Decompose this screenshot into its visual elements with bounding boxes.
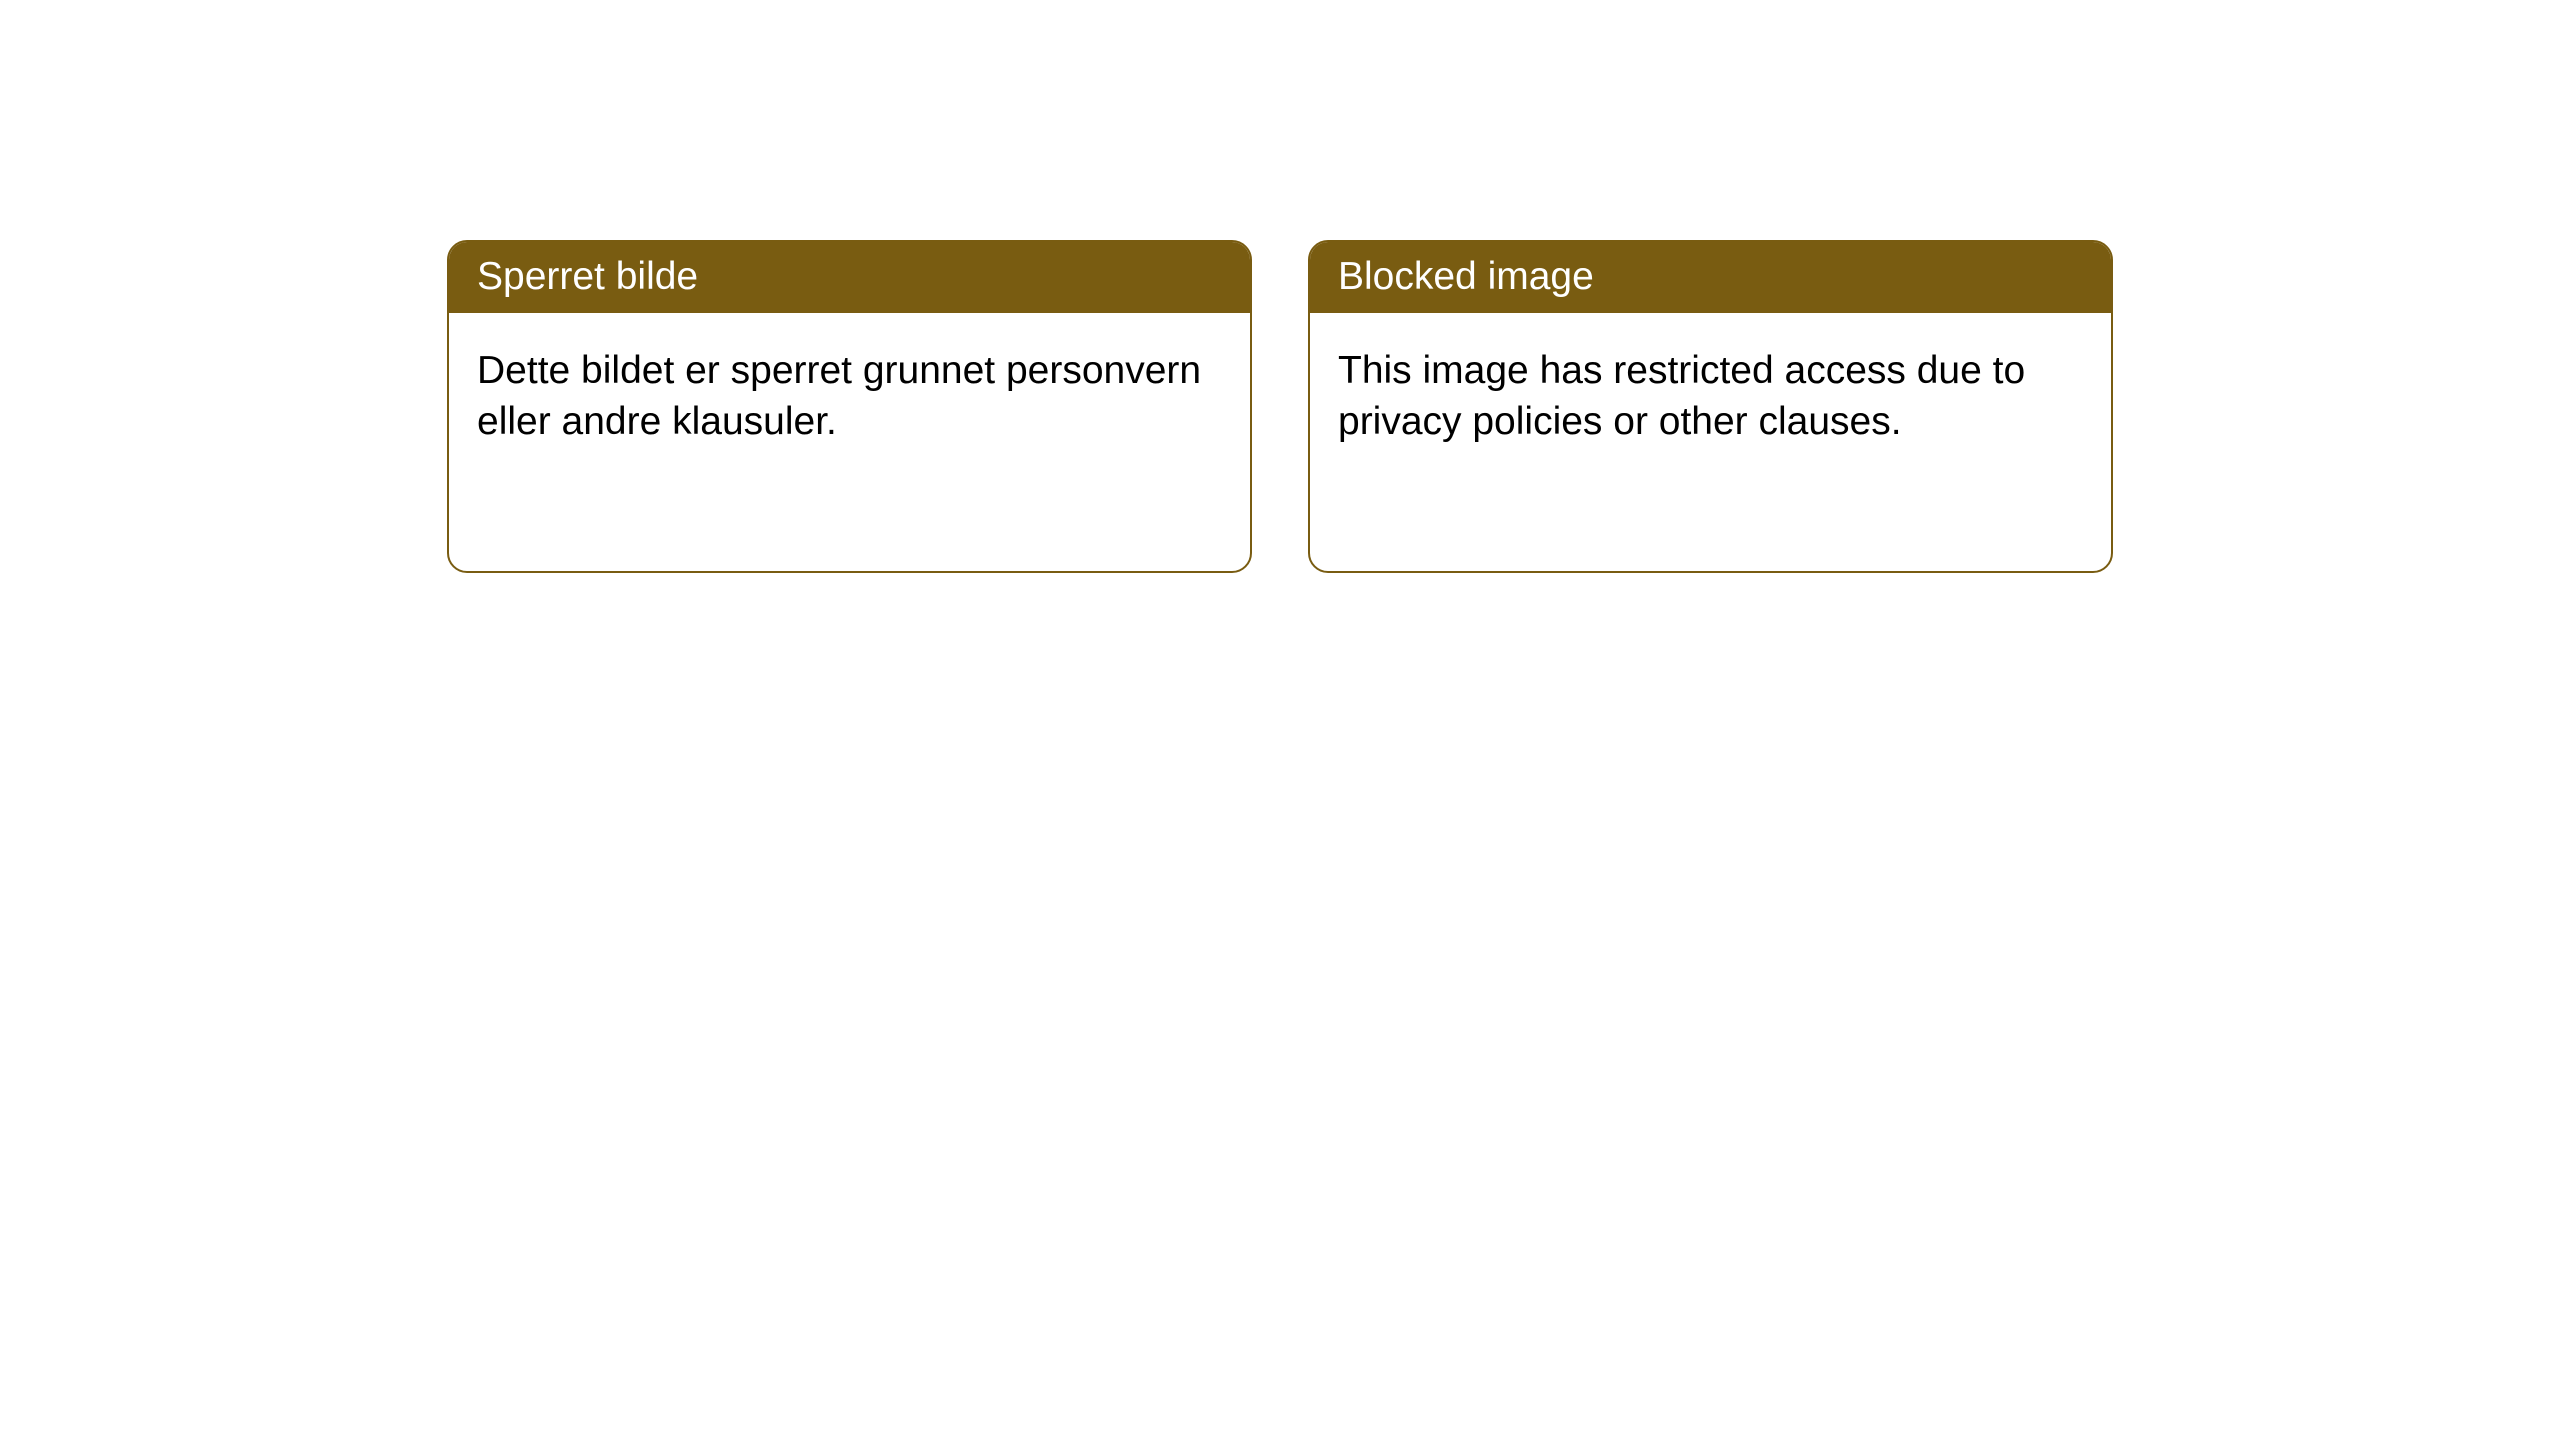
notice-body: Dette bildet er sperret grunnet personve…: [449, 313, 1250, 480]
notice-card-norwegian: Sperret bilde Dette bildet er sperret gr…: [447, 240, 1252, 573]
notice-title: Blocked image: [1310, 242, 2111, 313]
notice-body: This image has restricted access due to …: [1310, 313, 2111, 480]
notice-title: Sperret bilde: [449, 242, 1250, 313]
notice-card-english: Blocked image This image has restricted …: [1308, 240, 2113, 573]
notice-container: Sperret bilde Dette bildet er sperret gr…: [0, 0, 2560, 573]
